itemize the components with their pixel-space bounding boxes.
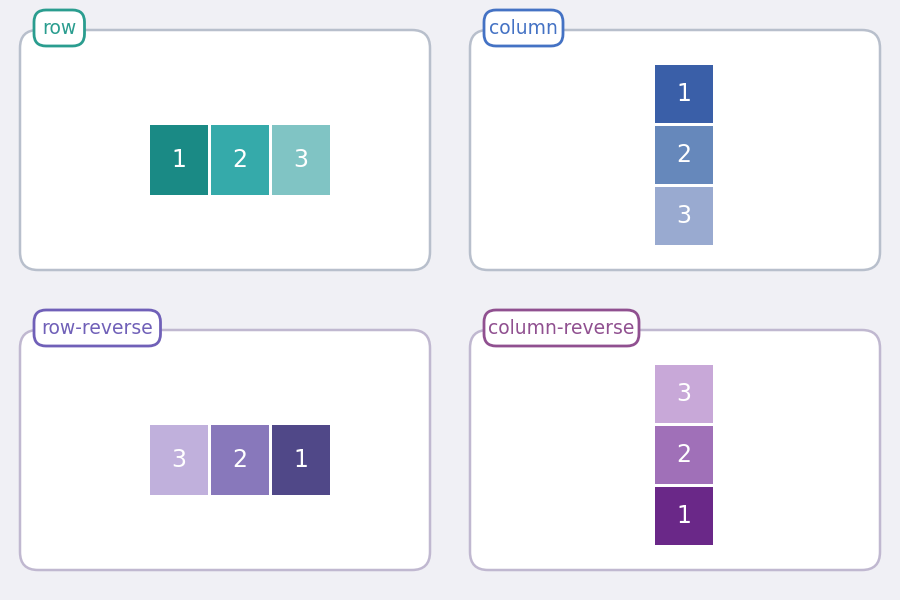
FancyBboxPatch shape xyxy=(655,65,713,123)
FancyBboxPatch shape xyxy=(484,10,563,46)
Text: row: row xyxy=(42,19,76,37)
FancyBboxPatch shape xyxy=(470,330,880,570)
FancyBboxPatch shape xyxy=(655,487,713,545)
FancyBboxPatch shape xyxy=(150,125,208,195)
FancyBboxPatch shape xyxy=(655,426,713,484)
FancyBboxPatch shape xyxy=(150,425,208,495)
Text: 1: 1 xyxy=(677,82,691,106)
Text: 1: 1 xyxy=(172,148,186,172)
FancyBboxPatch shape xyxy=(34,310,160,346)
Text: column: column xyxy=(489,19,558,37)
Text: column-reverse: column-reverse xyxy=(489,319,634,337)
Text: 2: 2 xyxy=(232,448,248,472)
FancyBboxPatch shape xyxy=(484,310,639,346)
FancyBboxPatch shape xyxy=(272,425,330,495)
FancyBboxPatch shape xyxy=(20,30,430,270)
FancyBboxPatch shape xyxy=(655,126,713,184)
FancyBboxPatch shape xyxy=(470,30,880,270)
FancyBboxPatch shape xyxy=(211,125,269,195)
FancyBboxPatch shape xyxy=(655,187,713,245)
FancyBboxPatch shape xyxy=(34,10,85,46)
FancyBboxPatch shape xyxy=(272,125,330,195)
Text: 3: 3 xyxy=(677,204,691,228)
Text: 1: 1 xyxy=(293,448,309,472)
Text: 1: 1 xyxy=(677,504,691,528)
Text: 3: 3 xyxy=(293,148,309,172)
Text: 2: 2 xyxy=(677,143,691,167)
FancyBboxPatch shape xyxy=(20,330,430,570)
Text: 3: 3 xyxy=(172,448,186,472)
Text: 3: 3 xyxy=(677,382,691,406)
FancyBboxPatch shape xyxy=(211,425,269,495)
Text: 2: 2 xyxy=(232,148,248,172)
FancyBboxPatch shape xyxy=(655,365,713,423)
Text: row-reverse: row-reverse xyxy=(41,319,153,337)
Text: 2: 2 xyxy=(677,443,691,467)
